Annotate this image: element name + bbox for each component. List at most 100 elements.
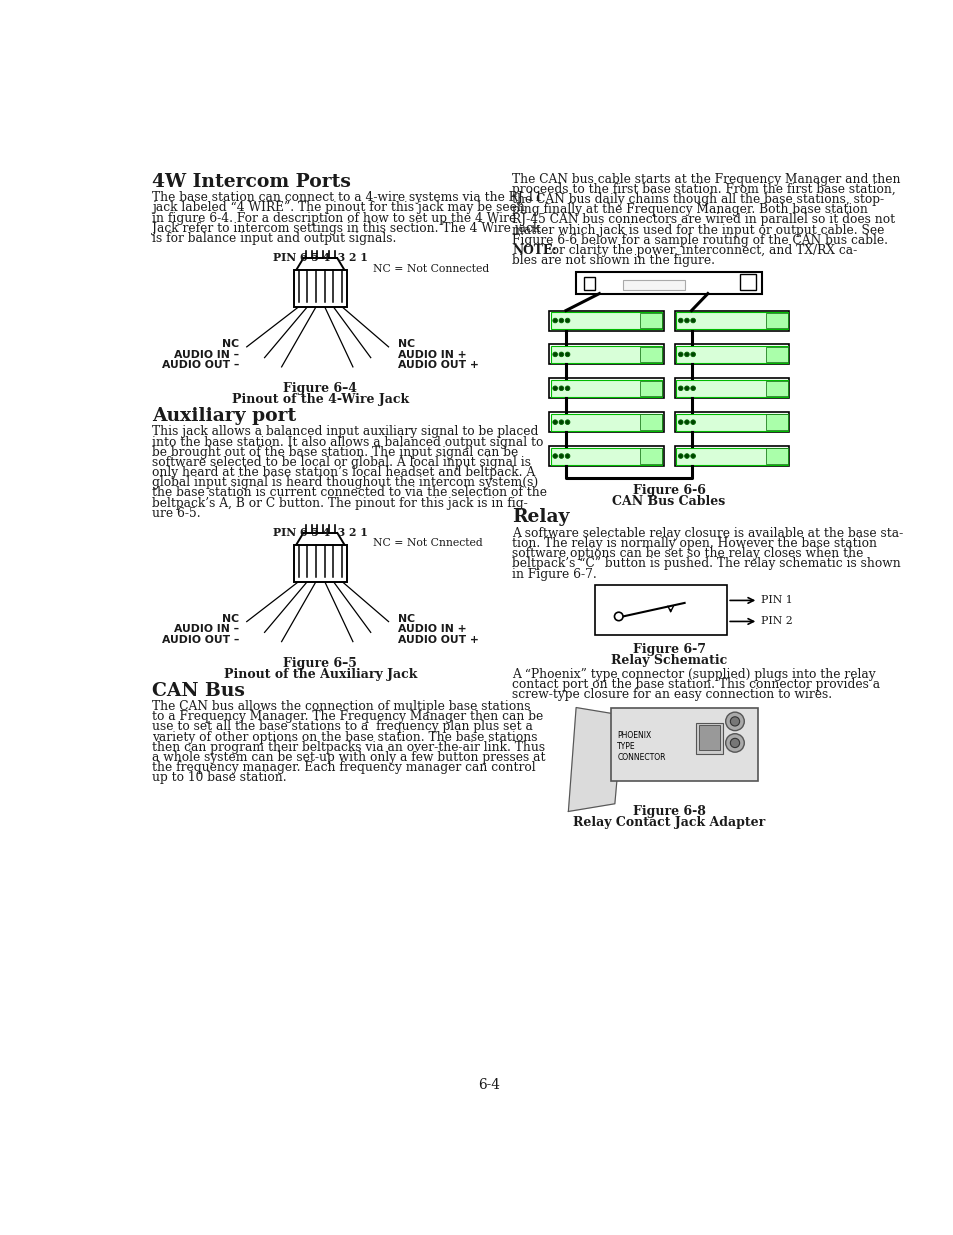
Text: Auxiliary port: Auxiliary port — [152, 406, 295, 425]
Text: ping finally at the Frequency Manager. Both base station: ping finally at the Frequency Manager. B… — [512, 204, 867, 216]
Circle shape — [678, 420, 682, 425]
Circle shape — [553, 352, 557, 357]
Text: Relay Schematic: Relay Schematic — [610, 655, 726, 667]
Bar — [765, 380, 787, 396]
Text: NC = Not Connected: NC = Not Connected — [373, 264, 489, 274]
Text: CAN Bus Cables: CAN Bus Cables — [612, 494, 725, 508]
Text: PIN 2: PIN 2 — [760, 616, 792, 626]
Text: Jack refer to intercom settings in this section. The 4 Wire jack: Jack refer to intercom settings in this … — [152, 222, 539, 235]
Circle shape — [725, 734, 743, 752]
Text: ure 6-5.: ure 6-5. — [152, 506, 200, 520]
Circle shape — [678, 319, 682, 322]
Bar — [639, 347, 661, 362]
Text: Figure 6–4: Figure 6–4 — [283, 383, 357, 395]
Bar — [676, 447, 787, 464]
Bar — [765, 312, 787, 329]
Text: AUDIO IN +: AUDIO IN + — [397, 350, 466, 359]
Bar — [294, 270, 346, 306]
Text: Figure 6-6: Figure 6-6 — [632, 484, 705, 496]
Text: NC: NC — [397, 338, 415, 348]
Circle shape — [725, 713, 743, 731]
Circle shape — [684, 352, 688, 357]
Circle shape — [565, 420, 569, 425]
Text: into the base station. It also allows a balanced output signal to: into the base station. It also allows a … — [152, 436, 542, 448]
Circle shape — [558, 420, 563, 425]
Text: Pinout of the 4-Wire Jack: Pinout of the 4-Wire Jack — [232, 393, 409, 406]
Text: AUDIO OUT +: AUDIO OUT + — [397, 635, 478, 645]
Circle shape — [558, 387, 563, 390]
Text: The CAN bus allows the connection of multiple base stations: The CAN bus allows the connection of mul… — [152, 700, 530, 713]
Bar — [740, 274, 755, 290]
Text: PHOENIX
TYPE
CONNECTOR: PHOENIX TYPE CONNECTOR — [617, 731, 665, 762]
Bar — [550, 346, 661, 363]
Bar — [548, 310, 663, 331]
Text: NC: NC — [222, 338, 239, 348]
Bar — [674, 310, 788, 331]
Bar — [294, 545, 346, 582]
Text: Relay: Relay — [512, 509, 569, 526]
Text: AUDIO OUT –: AUDIO OUT – — [161, 635, 239, 645]
Circle shape — [678, 453, 682, 458]
Circle shape — [684, 420, 688, 425]
Text: CAN Bus: CAN Bus — [152, 682, 244, 700]
Text: beltpack’s “C” button is pushed. The relay schematic is shown: beltpack’s “C” button is pushed. The rel… — [512, 557, 900, 571]
Bar — [576, 272, 761, 294]
Circle shape — [565, 387, 569, 390]
Bar — [583, 277, 594, 290]
Text: the CAN bus daily chains though all the base stations, stop-: the CAN bus daily chains though all the … — [512, 193, 883, 206]
Circle shape — [553, 453, 557, 458]
Text: use to set all the base stations to a  frequency plan plus set a: use to set all the base stations to a fr… — [152, 720, 532, 734]
Text: only heard at the base station’s local headset and beltpack. A: only heard at the base station’s local h… — [152, 466, 535, 479]
Text: tion. The relay is normally open. However the base station: tion. The relay is normally open. Howeve… — [512, 537, 876, 550]
Circle shape — [678, 352, 682, 357]
Text: This jack allows a balanced input auxiliary signal to be placed: This jack allows a balanced input auxili… — [152, 425, 537, 438]
Circle shape — [553, 387, 557, 390]
Text: variety of other options on the base station. The base stations: variety of other options on the base sta… — [152, 731, 537, 743]
Text: software options can be set so the relay closes when the: software options can be set so the relay… — [512, 547, 862, 561]
Bar — [698, 725, 720, 750]
Circle shape — [684, 387, 688, 390]
Text: bles are not shown in the figure.: bles are not shown in the figure. — [512, 254, 715, 267]
Circle shape — [565, 319, 569, 322]
Text: matter which jack is used for the input or output cable. See: matter which jack is used for the input … — [512, 224, 883, 237]
Text: proceeds to the first base station. From the first base station,: proceeds to the first base station. From… — [512, 183, 895, 196]
Bar — [639, 312, 661, 329]
Bar — [676, 414, 787, 431]
Text: AUDIO IN –: AUDIO IN – — [173, 625, 239, 635]
Text: in figure 6-4. For a description of how to set up the 4 Wire: in figure 6-4. For a description of how … — [152, 211, 516, 225]
Text: PIN 6 5 4  3 2 1: PIN 6 5 4 3 2 1 — [273, 527, 368, 538]
Circle shape — [690, 453, 695, 458]
Circle shape — [690, 420, 695, 425]
Text: Figure 6-8: Figure 6-8 — [632, 805, 705, 819]
Bar — [595, 585, 726, 636]
Text: AUDIO IN +: AUDIO IN + — [397, 625, 466, 635]
Circle shape — [565, 352, 569, 357]
Text: PIN 6 5 4  3 2 1: PIN 6 5 4 3 2 1 — [273, 252, 368, 263]
Bar — [674, 345, 788, 364]
Bar — [639, 415, 661, 430]
Text: to a Frequency Manager. The Frequency Manager then can be: to a Frequency Manager. The Frequency Ma… — [152, 710, 542, 724]
Bar — [622, 279, 684, 290]
Circle shape — [690, 387, 695, 390]
Bar — [765, 347, 787, 362]
Bar — [639, 448, 661, 464]
Bar — [674, 446, 788, 466]
Text: the base station is current connected to via the selection of the: the base station is current connected to… — [152, 487, 546, 499]
Text: Relay Contact Jack Adapter: Relay Contact Jack Adapter — [573, 816, 764, 829]
Circle shape — [684, 453, 688, 458]
Circle shape — [558, 319, 563, 322]
Text: 4W Intercom Ports: 4W Intercom Ports — [152, 173, 351, 191]
Text: AUDIO OUT +: AUDIO OUT + — [397, 361, 478, 370]
Bar — [548, 412, 663, 432]
Bar — [550, 447, 661, 464]
Bar — [550, 414, 661, 431]
Bar — [765, 448, 787, 464]
Text: NC: NC — [222, 614, 239, 624]
Text: The CAN bus cable starts at the Frequency Manager and then: The CAN bus cable starts at the Frequenc… — [512, 173, 900, 185]
Circle shape — [690, 352, 695, 357]
Text: The base station can connect to a 4-wire systems via the RJ-11: The base station can connect to a 4-wire… — [152, 191, 541, 204]
Text: global input signal is heard thoughout the intercom system(s): global input signal is heard thoughout t… — [152, 477, 537, 489]
Bar — [610, 708, 758, 781]
Bar — [550, 312, 661, 329]
Text: Pinout of the Auxiliary Jack: Pinout of the Auxiliary Jack — [223, 668, 416, 680]
